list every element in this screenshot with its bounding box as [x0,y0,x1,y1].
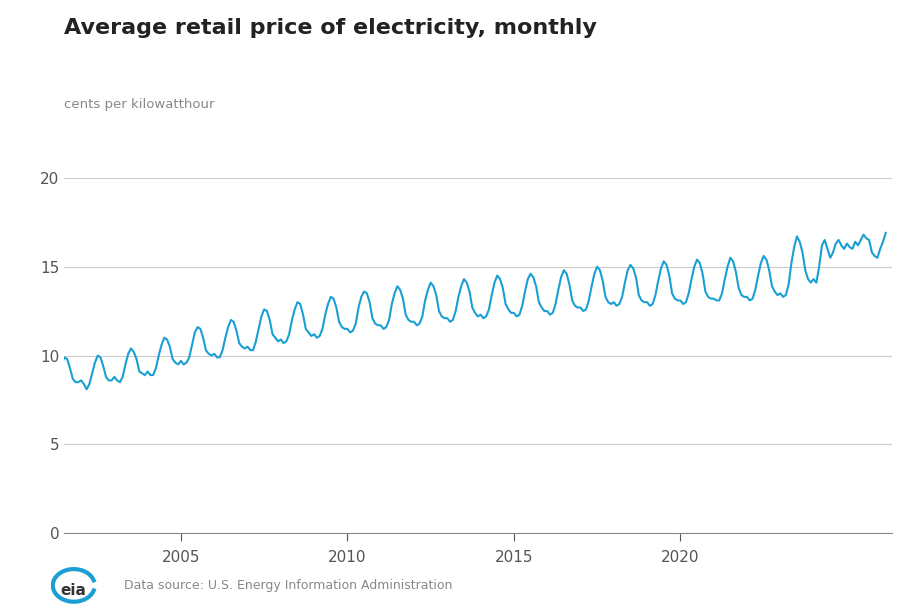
Text: Average retail price of electricity, monthly: Average retail price of electricity, mon… [64,18,596,39]
Text: cents per kilowatthour: cents per kilowatthour [64,98,215,111]
Text: Data source: U.S. Energy Information Administration: Data source: U.S. Energy Information Adm… [124,579,452,592]
Text: eia: eia [61,583,86,598]
